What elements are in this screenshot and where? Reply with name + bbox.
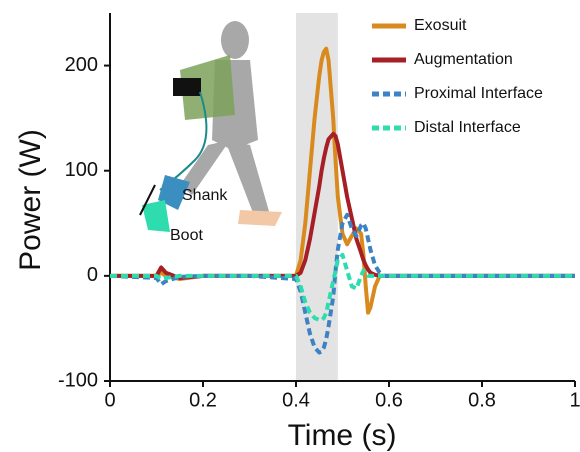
y-tick-label: 0 — [87, 264, 98, 286]
y-tick-label: -100 — [58, 369, 98, 391]
legend-label: Augmentation — [414, 51, 513, 68]
x-tick-label: 0.8 — [468, 389, 496, 411]
x-tick-label: 0.2 — [189, 389, 217, 411]
y-tick-label: 200 — [65, 54, 98, 76]
y-tick-label: 100 — [65, 159, 98, 181]
x-axis-label: Time (s) — [288, 419, 397, 452]
legend-label: Distal Interface — [414, 119, 521, 136]
annotation: Boot — [170, 227, 203, 244]
x-tick-label: 1 — [569, 389, 580, 411]
x-tick-label: 0 — [104, 389, 115, 411]
legend-label: Proximal Interface — [414, 85, 543, 102]
x-tick-label: 0.4 — [282, 389, 310, 411]
series-line — [110, 252, 575, 323]
y-axis-label: Power (W) — [14, 129, 47, 271]
series-line — [109, 212, 575, 355]
illustration: Shank Boot — [139, 21, 282, 244]
x-tick-label: 0.6 — [375, 389, 403, 411]
legend-label: Exosuit — [414, 17, 467, 34]
annotation: Shank — [182, 187, 228, 204]
